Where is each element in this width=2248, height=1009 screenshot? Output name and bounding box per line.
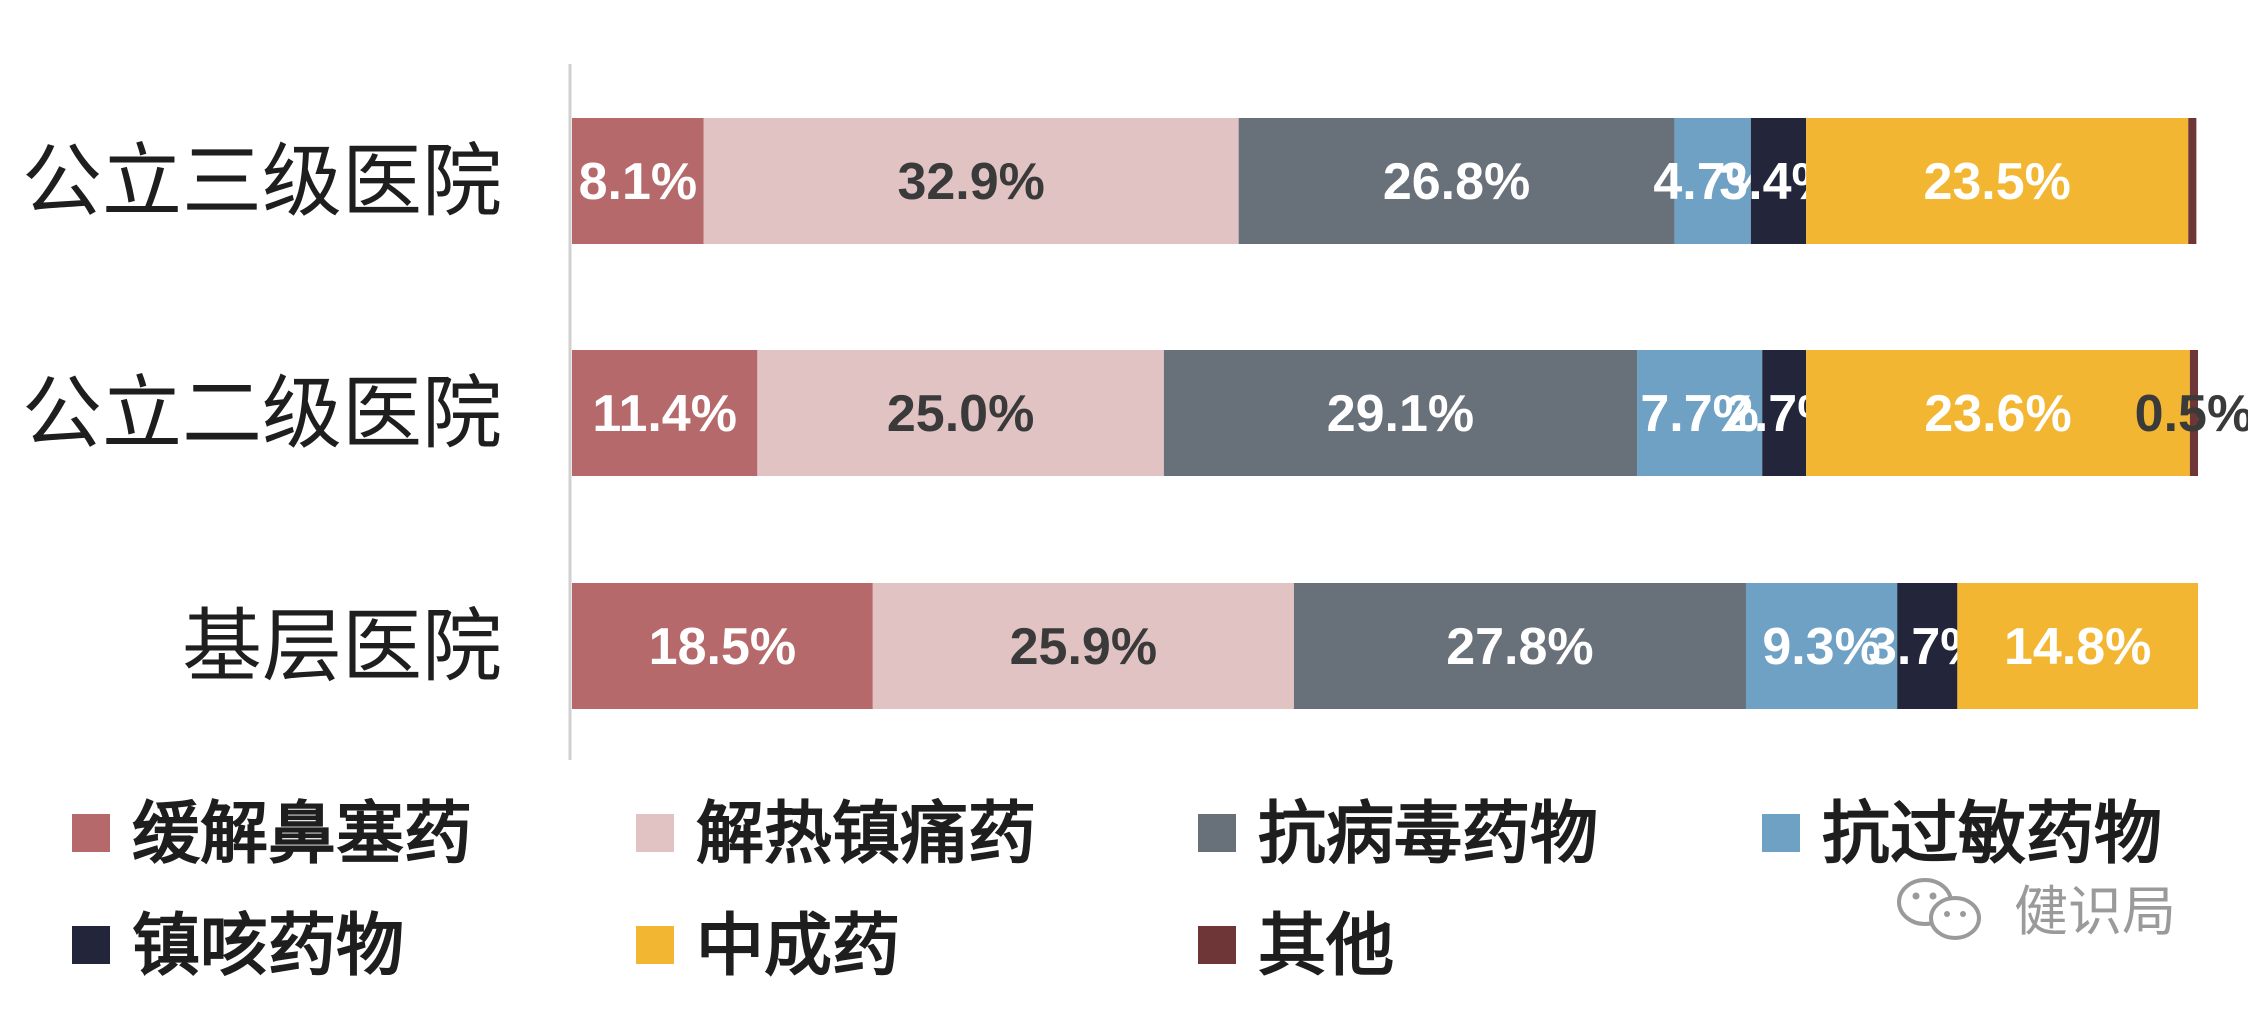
wechat-icon [1897,878,1981,940]
data-label: 25.9% [1010,618,1157,676]
bar-segment [872,583,1294,709]
bar-segment [572,583,873,709]
legend-label: 抗病毒药物 [1258,795,1598,874]
legend-label: 镇咳药物 [132,907,404,986]
data-label: 18.5% [649,618,796,676]
watermark-text: 健识局 [2014,880,2176,943]
data-label: 25.0% [887,385,1034,443]
bar-segment [1238,118,1675,244]
legend-swatch [1762,814,1800,852]
watermark: 健识局 [1897,878,2176,943]
bars-group: 8.1% 32.9% 26.8% 4.7%3.4% 23.5%11.4% 25.0% 29.… [568,64,2248,760]
bar-segment [1293,583,1746,709]
legend-swatch [1198,926,1236,964]
data-label: 26.8% [1383,153,1530,211]
bar-segment [1762,350,1807,476]
data-label: 27.8% [1446,618,1593,676]
bar-segment [1750,118,1807,244]
bar-segment [572,118,704,244]
category-label: 公立二级医院 [22,367,502,460]
legend-swatch [636,814,674,852]
bar-segment [1745,583,1898,709]
bar-segment [703,118,1239,244]
data-label: 11.4% [592,385,737,443]
data-label: 32.9% [897,153,1044,211]
bar-segment [1163,350,1638,476]
legend-label: 中成药 [696,907,900,986]
data-label: 23.6% [1924,385,2071,443]
data-label: 9.3% [1762,618,1881,676]
bar-segment [2188,118,2197,244]
legend-swatch [636,926,674,964]
category-label: 基层医院 [182,600,502,693]
legend-label: 其他 [1258,907,1394,986]
bar-segment [1897,583,1958,709]
data-label: 7.7% [1640,385,1759,443]
bar-segment [1806,350,2190,476]
legend-swatch [1198,814,1236,852]
legend-swatch [72,814,110,852]
bar-segment [1674,118,1751,244]
bar-segment [572,350,758,476]
bar-segment [1957,583,2198,709]
bar-segment [1806,118,2189,244]
data-label: 8.1% [579,153,698,211]
data-label: 23.5% [1923,153,2070,211]
category-label: 公立三级医院 [22,135,502,228]
data-label: 14.8% [2004,618,2151,676]
bar-segment [757,350,1164,476]
legend-label: 抗过敏药物 [1822,795,2162,874]
legend-label: 缓解鼻塞药 [132,795,472,874]
data-label: 29.1% [1327,385,1474,443]
data-label: 0.5% [2135,385,2248,443]
legend-swatch [72,926,110,964]
legend-label: 解热镇痛药 [696,795,1036,874]
bar-segment [1637,350,1763,476]
bar-segment [2189,350,2198,476]
